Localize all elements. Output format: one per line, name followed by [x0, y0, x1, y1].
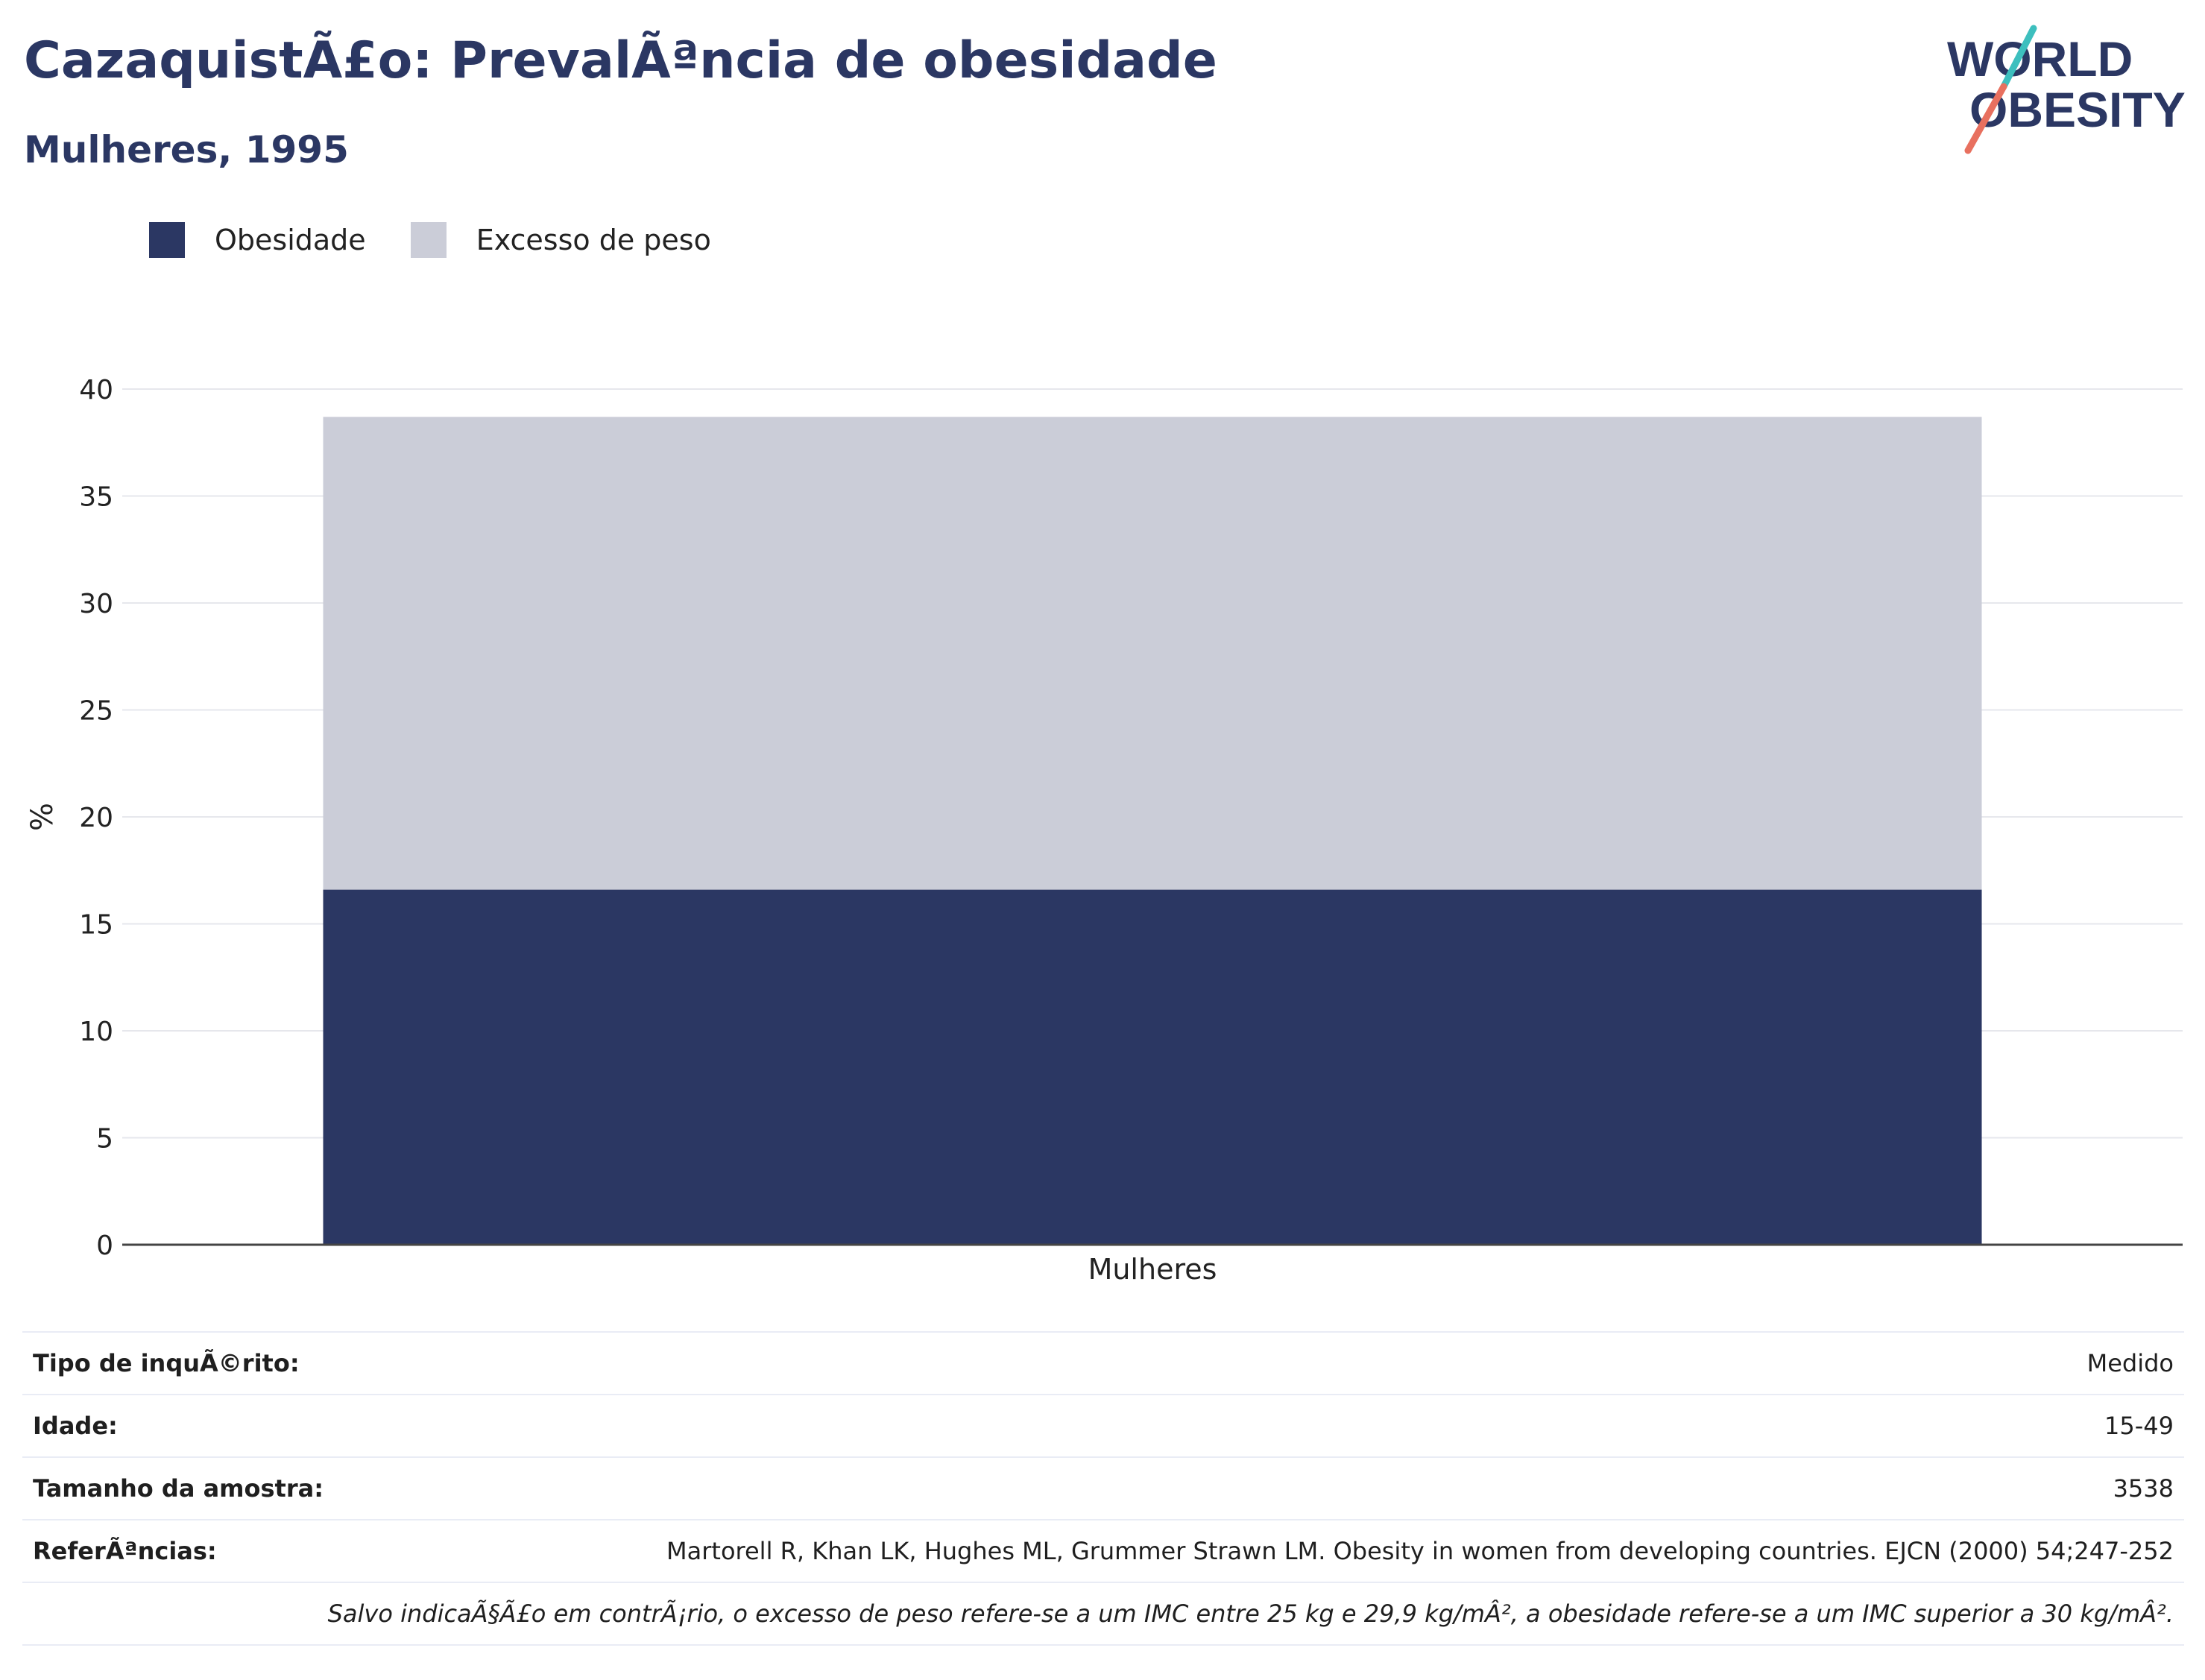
y-tick-label: 5 — [96, 1124, 113, 1155]
table-row: Tamanho da amostra: 3538 — [22, 1456, 2184, 1519]
logo-line1: WORLD — [1947, 31, 2133, 86]
info-table: Tipo de inquÃ©rito: Medido Idade: 15-49 … — [22, 1331, 2184, 1646]
table-row: Tipo de inquÃ©rito: Medido — [22, 1331, 2184, 1394]
y-tick-label: 25 — [79, 696, 113, 727]
x-tick-label: Mulheres — [1088, 1253, 1217, 1286]
info-key: Tamanho da amostra: — [33, 1474, 324, 1503]
page-title: CazaquistÃ£o: PrevalÃªncia de obesidade — [24, 31, 1217, 90]
info-value: 15-49 — [2104, 1412, 2174, 1440]
world-obesity-logo: WORLD OBESITY — [1947, 25, 2186, 154]
y-tick-label: 40 — [79, 375, 113, 405]
legend-label: Obesidade — [215, 224, 366, 256]
legend-label: Excesso de peso — [476, 224, 711, 256]
info-value: Medido — [2086, 1349, 2174, 1377]
info-key: ReferÃªncias: — [33, 1537, 217, 1565]
page-subtitle: Mulheres, 1995 — [24, 128, 349, 171]
bar-obesidade — [323, 889, 1982, 1245]
logo-line2: OBESITY — [1969, 82, 2186, 137]
table-row: Idade: 15-49 — [22, 1394, 2184, 1456]
legend-item-excesso-de-peso[interactable]: Excesso de peso — [410, 222, 711, 258]
legend-swatch-excesso-de-peso — [410, 222, 447, 258]
y-tick-label: 0 — [96, 1231, 113, 1261]
info-value: 3538 — [2113, 1474, 2174, 1503]
info-key: Idade: — [33, 1412, 118, 1440]
bar-excesso-de-peso — [323, 417, 1982, 890]
y-tick-label: 35 — [79, 482, 113, 513]
table-row: ReferÃªncias: Martorell R, Khan LK, Hugh… — [22, 1519, 2184, 1582]
y-axis-label: % — [25, 803, 60, 831]
chart-legend: Obesidade Excesso de peso — [149, 222, 756, 258]
y-tick-label: 20 — [79, 803, 113, 833]
y-tick-label: 30 — [79, 589, 113, 619]
legend-item-obesidade[interactable]: Obesidade — [149, 222, 366, 258]
y-tick-label: 15 — [79, 910, 113, 941]
footnote: Salvo indicaÃ§Ã£o em contrÃ¡rio, o exces… — [327, 1600, 2174, 1628]
footnote-row: Salvo indicaÃ§Ã£o em contrÃ¡rio, o exces… — [22, 1582, 2184, 1646]
y-tick-label: 10 — [79, 1017, 113, 1047]
info-value: Martorell R, Khan LK, Hughes ML, Grummer… — [666, 1537, 2174, 1565]
stacked-bar-chart: 0 5 10 15 20 25 30 35 40% Mulheres — [25, 375, 2183, 1286]
info-key: Tipo de inquÃ©rito: — [33, 1349, 300, 1377]
legend-swatch-obesidade — [149, 222, 185, 258]
